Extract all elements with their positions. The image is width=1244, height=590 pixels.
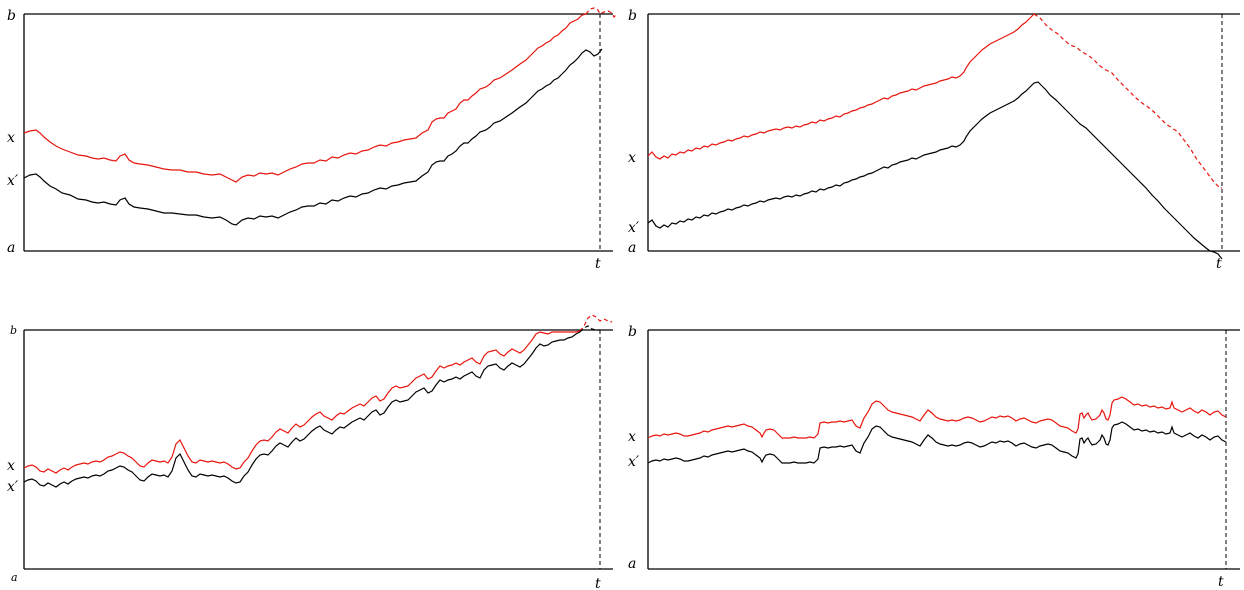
label-xprime: x′ xyxy=(628,220,640,236)
label-a: a xyxy=(628,240,636,256)
panel-bottom-right: b x x′ a t xyxy=(628,324,1240,590)
path-x-red xyxy=(23,330,581,474)
label-xprime: x′ xyxy=(7,173,19,189)
label-a: a xyxy=(11,571,18,584)
label-xprime: x′ xyxy=(628,454,640,470)
path-x-red-dashed-tail xyxy=(579,314,613,332)
panel-top-left: b x x′ a t xyxy=(7,7,617,272)
path-x-red xyxy=(23,13,587,183)
label-b: b xyxy=(7,8,16,24)
label-b: b xyxy=(628,324,637,340)
label-a: a xyxy=(7,240,15,256)
path-x-red xyxy=(647,396,1227,439)
label-x: x xyxy=(628,150,636,166)
path-x-red xyxy=(647,13,1035,160)
path-xprime-black xyxy=(647,421,1227,464)
path-xprime-black xyxy=(23,331,581,488)
path-x-red-dashed-tail xyxy=(585,7,617,19)
label-x: x xyxy=(7,458,15,474)
label-t: t xyxy=(1218,574,1224,590)
label-t: t xyxy=(595,576,601,590)
path-xprime-black xyxy=(23,48,603,226)
panel-top-right: b x x′ a t xyxy=(628,8,1240,272)
label-x: x xyxy=(628,429,636,445)
panel-bottom-left: b x x′ a t xyxy=(7,314,613,590)
label-x: x xyxy=(7,130,15,146)
path-xprime-black xyxy=(647,81,1223,260)
label-a: a xyxy=(628,556,636,572)
label-xprime: x′ xyxy=(7,479,19,495)
label-b: b xyxy=(10,324,17,337)
path-x-red-dashed-tail xyxy=(1033,13,1222,189)
label-t: t xyxy=(595,256,601,272)
label-t: t xyxy=(1216,256,1222,272)
path-xprime-black-dashed-tail xyxy=(579,325,600,333)
label-b: b xyxy=(628,8,637,24)
